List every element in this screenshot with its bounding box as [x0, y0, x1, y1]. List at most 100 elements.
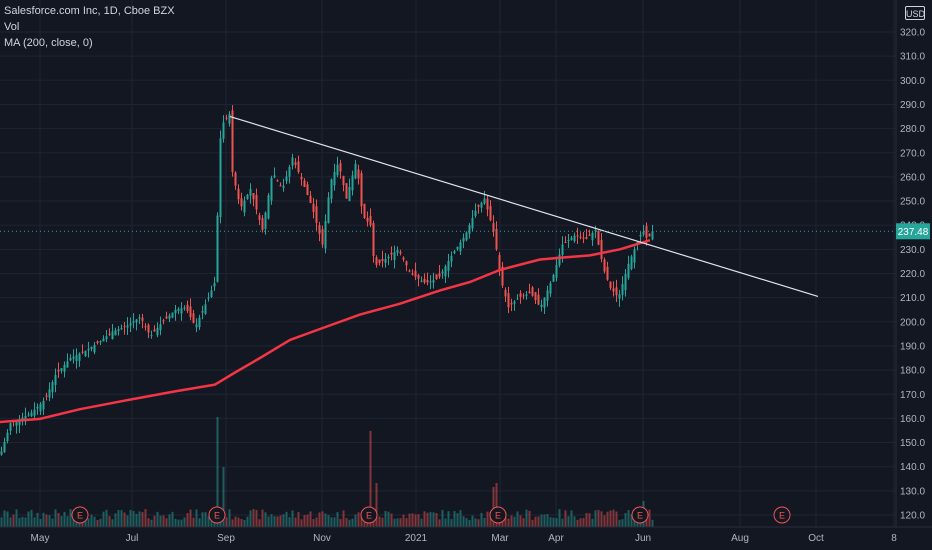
volume-bar — [345, 517, 348, 527]
candle-body — [600, 240, 603, 260]
y-tick-label: 230.0 — [900, 245, 925, 256]
volume-bar — [558, 509, 561, 527]
candle-body — [639, 234, 642, 237]
candle-body — [312, 203, 315, 212]
candle-body — [423, 278, 426, 283]
last-price-group: 237.48 — [0, 223, 930, 240]
volume-bar — [594, 510, 597, 527]
candle-body — [138, 317, 141, 319]
candle-body — [399, 251, 402, 254]
candle-body — [237, 188, 240, 200]
volume-bar — [108, 516, 111, 527]
candle-body — [15, 420, 18, 426]
candle-body — [528, 291, 531, 294]
candle-body — [231, 110, 234, 173]
y-tick-label: 180.0 — [900, 366, 925, 377]
candle-body — [204, 304, 207, 314]
candle-body — [465, 232, 468, 241]
volume-bar — [102, 511, 105, 527]
earnings-marker — [631, 506, 649, 524]
price-candles — [0, 105, 654, 456]
volume-bar — [129, 509, 132, 527]
volume-bar — [600, 511, 603, 527]
volume-bar — [408, 513, 411, 527]
y-tick-label: 320.0 — [900, 28, 925, 39]
candle-body — [351, 175, 354, 191]
volume-bar — [51, 518, 54, 527]
volume-bar — [579, 518, 582, 527]
volume-bar — [441, 509, 444, 527]
ma-legend[interactable]: MA (200, close, 0) — [4, 37, 93, 49]
candle-body — [441, 271, 444, 274]
volume-bar — [312, 519, 315, 527]
earnings-label: E — [779, 511, 785, 521]
candle-body — [297, 161, 300, 173]
volume-bar — [651, 519, 654, 527]
volume-bar — [84, 519, 87, 527]
volume-bar — [336, 512, 339, 527]
volume-bar — [474, 518, 477, 527]
candle-body — [396, 250, 399, 253]
candle-body — [255, 195, 258, 210]
volume-bar — [66, 516, 69, 527]
volume-bar — [342, 510, 345, 527]
volume-bar — [435, 512, 438, 527]
volume-bar — [462, 516, 465, 527]
volume-legend[interactable]: Vol — [4, 21, 20, 33]
volume-bar — [27, 511, 30, 527]
y-tick-label: 170.0 — [900, 390, 925, 401]
candle-body — [141, 317, 144, 321]
y-tick-label: 150.0 — [900, 438, 925, 449]
volume-bar — [216, 417, 219, 527]
candle-body — [519, 293, 522, 297]
candle-body — [72, 356, 75, 359]
candle-body — [288, 166, 291, 177]
volume-bar — [204, 512, 207, 527]
candle-body — [498, 255, 501, 272]
symbol-title[interactable]: Salesforce.com Inc, 1D, Cboe BZX — [4, 5, 175, 17]
y-tick-label: 300.0 — [900, 76, 925, 87]
volume-bar — [489, 511, 492, 527]
volume-bar — [90, 514, 93, 527]
volume-bar — [105, 509, 108, 527]
candle-body — [279, 185, 282, 187]
x-tick-label: Sep — [217, 533, 235, 544]
volume-bar — [369, 431, 372, 527]
candle-body — [189, 306, 192, 317]
candle-body — [360, 173, 363, 207]
candle-body — [3, 442, 6, 453]
volume-bar — [324, 513, 327, 527]
volume-bar — [630, 514, 633, 527]
volume-bar — [249, 510, 252, 527]
volume-bar — [282, 514, 285, 527]
last-price-label: 237.48 — [898, 227, 929, 238]
volume-bar — [417, 514, 420, 527]
candle-body — [552, 274, 555, 282]
volume-bar — [570, 510, 573, 527]
candle-body — [234, 172, 237, 186]
candle-body — [633, 249, 636, 263]
volume-bar — [3, 510, 6, 527]
volume-bar — [48, 515, 51, 527]
candle-body — [558, 254, 561, 266]
candle-body — [579, 236, 582, 238]
volume-bar — [480, 512, 483, 527]
volume-bar — [633, 519, 636, 527]
volume-bar — [405, 518, 408, 527]
volume-bar — [174, 518, 177, 527]
volume-bar — [522, 518, 525, 527]
candle-body — [537, 294, 540, 305]
candle-body — [477, 205, 480, 207]
x-tick-label: Nov — [313, 533, 331, 544]
volume-bar — [375, 483, 378, 527]
candle-body — [219, 138, 222, 218]
volume-bar — [432, 512, 435, 527]
volume-bar — [318, 512, 321, 527]
candle-body — [144, 326, 147, 328]
candle-body — [303, 180, 306, 188]
candle-body — [57, 369, 60, 372]
volume-bar — [396, 518, 399, 527]
currency-button[interactable]: USD — [905, 6, 925, 20]
candle-body — [474, 210, 477, 217]
